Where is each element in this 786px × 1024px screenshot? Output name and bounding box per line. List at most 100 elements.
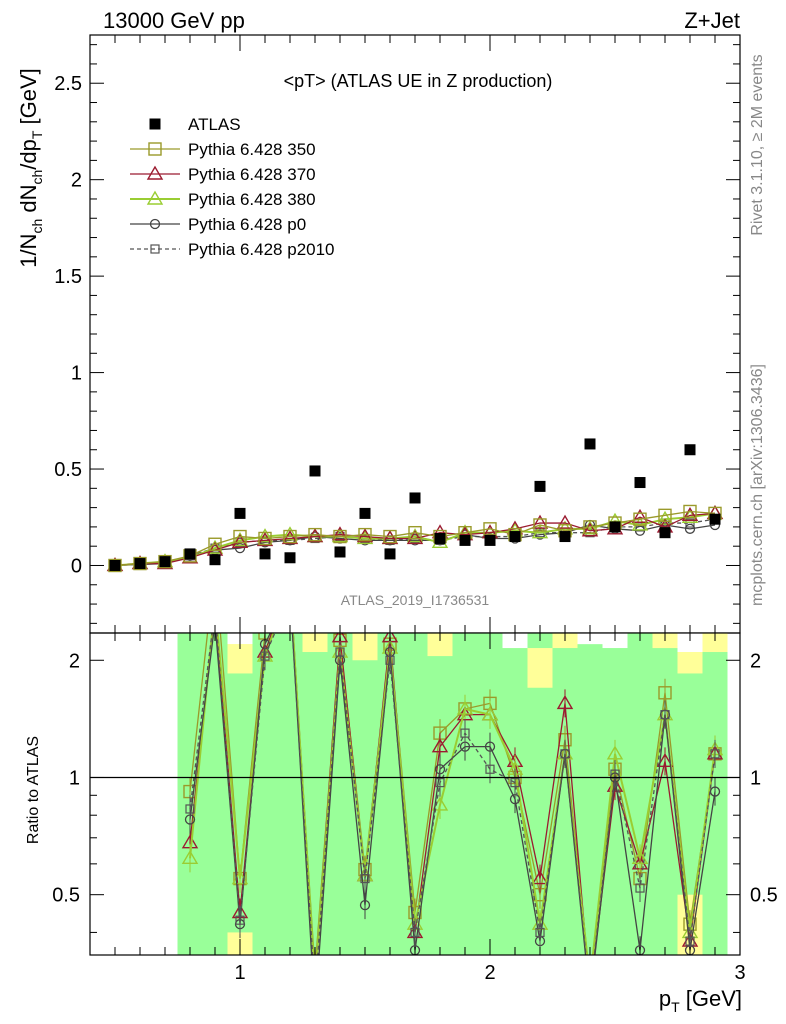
ratio-band-notch: [527, 648, 553, 688]
ratio-band-notch: [677, 652, 703, 674]
main-point: [631, 508, 649, 523]
ratio-point: [431, 738, 449, 753]
main-point: [684, 444, 696, 456]
legend-marker: [149, 218, 161, 230]
ratio-point: [359, 900, 371, 911]
ratio-series-group: [181, 633, 724, 955]
main-point: [259, 548, 271, 560]
main-point: [459, 534, 471, 546]
ratio-point: [260, 651, 270, 661]
main-series-atlas: [109, 438, 721, 571]
main-point: [381, 530, 399, 545]
main-point: [256, 528, 274, 543]
legend-label: Pythia 6.428 p2010: [188, 240, 335, 259]
main-point: [306, 528, 324, 543]
watermark: ATLAS_2019_I1736531: [341, 592, 490, 608]
ratio-point: [360, 873, 370, 884]
main-point: [358, 527, 372, 542]
ratio-point: [710, 749, 720, 759]
main-point: [184, 548, 196, 560]
ratio-series-line: [189, 633, 716, 955]
main-point: [609, 521, 621, 533]
main-point: [309, 465, 321, 477]
main-point: [685, 518, 695, 528]
ratio-point: [456, 700, 474, 715]
main-point: [634, 477, 646, 489]
main-point: [109, 559, 121, 571]
main-point: [206, 539, 224, 554]
ratio-series-clip: [181, 633, 724, 955]
ratio-point: [656, 752, 674, 768]
main-point: [108, 558, 122, 573]
ratio-point: [481, 706, 499, 721]
legend-marker: [146, 165, 164, 180]
ratio-ylabel: Ratio to ATLAS: [25, 736, 42, 844]
legend-label: Pythia 6.428 380: [188, 190, 316, 209]
ratio-band-green: [627, 633, 653, 955]
main-point: [406, 530, 424, 545]
main-series-group: [106, 438, 724, 573]
main-point: [234, 542, 246, 554]
main-point: [284, 552, 296, 564]
mcplots-label: mcplots.cern.ch [arXiv:1306.3436]: [749, 364, 766, 606]
plot-title: <pT> (ATLAS UE in Z production): [284, 71, 553, 91]
ratio-xtick-label: 1: [234, 962, 245, 984]
ratio-point: [460, 728, 470, 738]
legend-label: Pythia 6.428 p0: [188, 215, 306, 234]
legend-entry: Pythia 6.428 350: [130, 140, 316, 159]
ratio-point: [535, 927, 545, 938]
legend: ATLAS Pythia 6.428 350 Pythia 6.428 370 Pyt…: [130, 115, 335, 259]
legend-marker: [148, 142, 162, 156]
ratio-band-green: [327, 633, 353, 955]
main-point: [209, 554, 221, 566]
main-point: [409, 492, 421, 504]
ratio-band-notch: [677, 633, 703, 653]
main-point: [234, 507, 246, 519]
ratio-point: [560, 749, 570, 759]
legend-label: Pythia 6.428 350: [188, 140, 316, 159]
ratio-point: [531, 870, 549, 885]
main-point: [583, 520, 597, 534]
main-point: [408, 525, 422, 540]
main-point: [134, 558, 146, 570]
ratio-point: [631, 849, 649, 865]
main-point: [531, 524, 549, 539]
ratio-point: [658, 686, 672, 700]
main-ytick-label: 0.5: [54, 459, 82, 481]
ratio-band-green: [477, 633, 503, 955]
legend-entry: Pythia 6.428 p2010: [130, 240, 335, 259]
ratio-point: [485, 764, 495, 774]
main-ytick-label: 2: [71, 170, 82, 192]
ratio-point: [606, 745, 624, 760]
main-point: [334, 546, 346, 558]
main-point: [484, 534, 496, 546]
main-point: [681, 506, 699, 522]
main-point: [534, 480, 546, 492]
main-point: [384, 548, 396, 560]
main-point: [434, 532, 446, 544]
ratio-ytick-label: 0.5: [52, 885, 80, 907]
main-point: [659, 527, 671, 539]
legend-marker: [150, 244, 160, 254]
ratio-band-green: [377, 633, 403, 955]
rivet-label: Rivet 3.1.10, ≥ 2M events: [749, 54, 766, 235]
legend-entry: Pythia 6.428 370: [130, 165, 316, 184]
main-ytick-label: 0: [71, 555, 82, 577]
main-point: [333, 529, 347, 544]
main-ytick-label: 2.5: [54, 73, 82, 95]
ratio-xtick-label: 3: [734, 962, 745, 984]
main-point: [483, 522, 497, 536]
main-point: [533, 518, 547, 532]
legend-label: ATLAS: [188, 115, 241, 134]
main-point: [531, 514, 549, 529]
ratio-band-notch: [702, 633, 728, 653]
ratio-band-notch: [427, 633, 453, 657]
ratio-band-green: [302, 633, 328, 955]
main-point: [133, 556, 147, 571]
ratio-ytick-label-right: 2: [750, 650, 761, 672]
main-point: [634, 525, 646, 536]
main-point: [281, 530, 299, 545]
legend-marker: [146, 190, 164, 205]
ratio-ytick-label-right: 0.5: [750, 885, 778, 907]
